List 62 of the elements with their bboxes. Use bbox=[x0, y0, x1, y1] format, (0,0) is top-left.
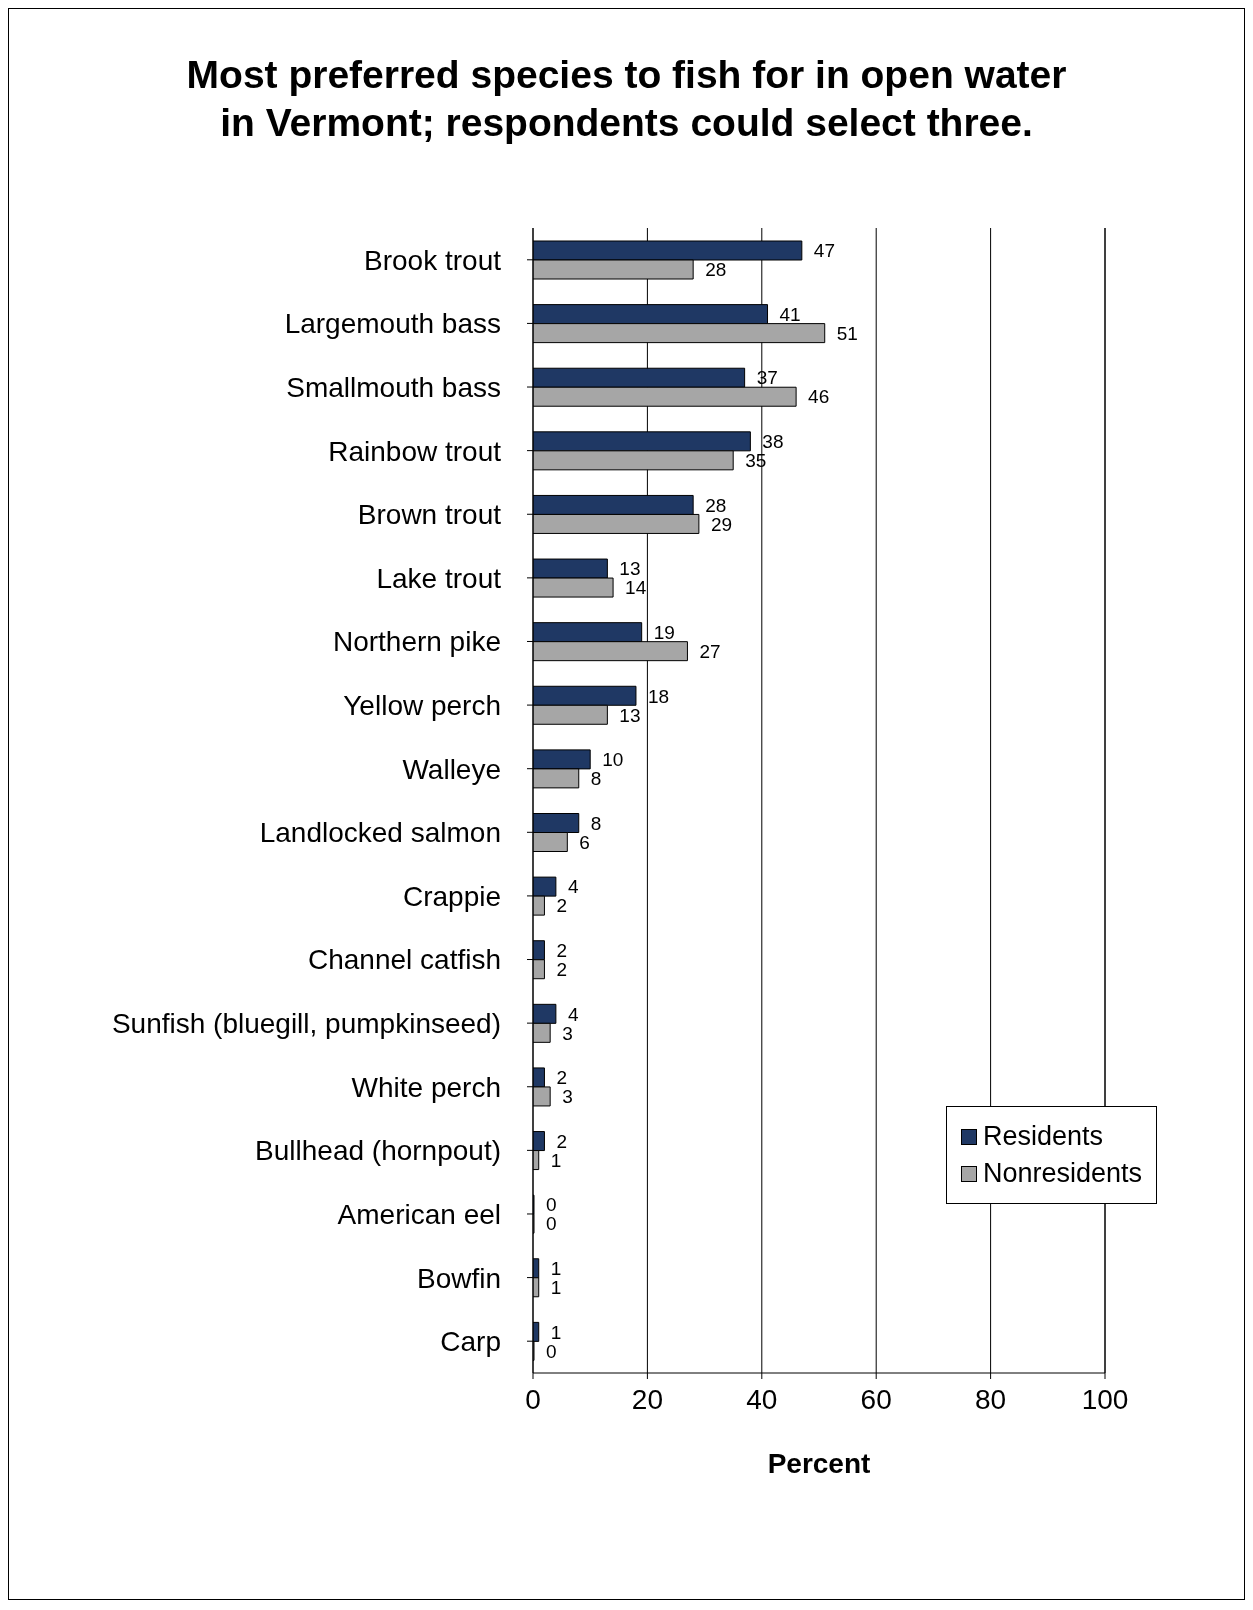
data-label: 2 bbox=[556, 895, 568, 917]
data-label: 10 bbox=[602, 749, 624, 771]
data-label: 51 bbox=[836, 322, 858, 344]
data-label: 1 bbox=[550, 1277, 562, 1299]
data-label: 6 bbox=[579, 831, 590, 853]
y-tick-label: White perch bbox=[351, 1071, 501, 1103]
data-label: 1 bbox=[550, 1149, 562, 1171]
y-tick-label: American eel bbox=[337, 1198, 501, 1230]
data-label: 13 bbox=[619, 558, 641, 580]
data-label: 8 bbox=[590, 812, 602, 834]
data-label: 0 bbox=[546, 1194, 557, 1216]
y-tick-label: Crappie bbox=[402, 880, 501, 912]
y-tick-label: Lake trout bbox=[376, 562, 502, 594]
data-label: 0 bbox=[546, 1213, 557, 1235]
x-tick-label: 0 bbox=[525, 1383, 541, 1415]
x-axis-title: Percent bbox=[767, 1447, 871, 1479]
y-tick-label: Landlocked salmon bbox=[259, 817, 501, 849]
data-label: 2 bbox=[556, 1130, 568, 1152]
data-label: 2 bbox=[556, 958, 568, 980]
legend-label: Nonresidents bbox=[983, 1158, 1143, 1189]
data-label: 3 bbox=[562, 1086, 573, 1108]
y-tick-label: Bowfin bbox=[416, 1262, 501, 1294]
data-label: 41 bbox=[779, 303, 801, 325]
data-label: 2 bbox=[556, 939, 568, 961]
data-label: 1 bbox=[550, 1258, 562, 1280]
y-tick-label: Bullhead (hornpout) bbox=[255, 1135, 501, 1167]
data-label: 8 bbox=[590, 768, 602, 790]
y-tick-label: Carp bbox=[440, 1326, 501, 1358]
y-tick-label: Smallmouth bass bbox=[286, 371, 501, 403]
y-tick-label: Largemouth bass bbox=[284, 308, 501, 340]
x-tick-label: 80 bbox=[975, 1383, 1007, 1415]
data-label: 3 bbox=[562, 1022, 573, 1044]
x-tick-label: 100 bbox=[1081, 1383, 1129, 1415]
data-label: 29 bbox=[710, 513, 733, 535]
data-label: 38 bbox=[762, 431, 784, 453]
data-label: 46 bbox=[808, 386, 830, 408]
y-tick-label: Sunfish (bluegill, pumpkinseed) bbox=[111, 1008, 501, 1040]
data-label: 4 bbox=[567, 876, 579, 898]
y-tick-label: Northern pike bbox=[332, 626, 501, 658]
data-label: 4 bbox=[567, 1003, 579, 1025]
y-tick-label: Walleye bbox=[402, 753, 501, 785]
x-tick-label: 20 bbox=[631, 1383, 663, 1415]
data-label: 27 bbox=[699, 640, 721, 662]
x-tick-label: 40 bbox=[746, 1383, 778, 1415]
data-label: 47 bbox=[813, 240, 835, 262]
legend-label: Residents bbox=[983, 1121, 1104, 1152]
data-label: 18 bbox=[647, 685, 670, 707]
data-label: 13 bbox=[619, 704, 641, 726]
y-tick-label: Yellow perch bbox=[343, 690, 501, 722]
y-tick-label: Brook trout bbox=[364, 244, 502, 276]
y-tick-label: Channel catfish bbox=[307, 944, 501, 976]
data-label: 1 bbox=[550, 1321, 562, 1343]
data-label: 2 bbox=[556, 1067, 568, 1089]
data-label: 28 bbox=[705, 259, 727, 281]
chart-title: Most preferred species to fish for in open water in Vermont; respondents could select three. bbox=[185, 52, 1068, 146]
data-label: 19 bbox=[653, 621, 675, 643]
data-label: 0 bbox=[546, 1340, 557, 1362]
y-tick-label: Rainbow trout bbox=[328, 435, 502, 467]
x-tick-label: 60 bbox=[860, 1383, 892, 1415]
data-label: 14 bbox=[625, 577, 647, 599]
y-tick-label: Brown trout bbox=[357, 499, 502, 531]
data-label: 28 bbox=[705, 494, 727, 516]
